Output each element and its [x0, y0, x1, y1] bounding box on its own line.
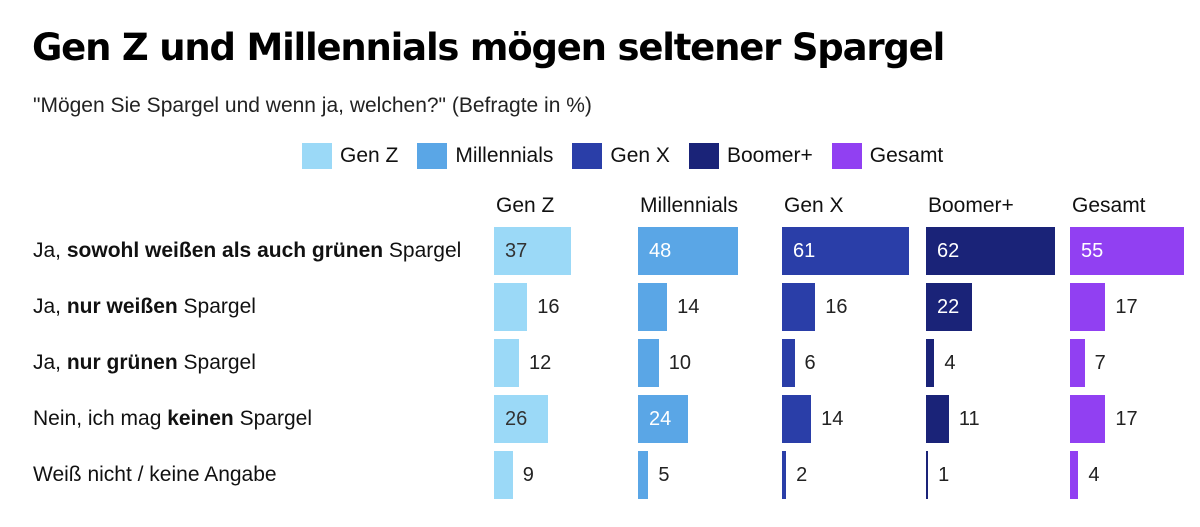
data-label: 5 — [658, 464, 670, 486]
bar-gesamt — [1070, 451, 1079, 499]
row-label-text: Spargel — [233, 407, 312, 430]
row-label-emphasis: keinen — [167, 407, 234, 430]
legend-label: Boomer+ — [726, 144, 813, 167]
bar-millennials — [638, 227, 738, 275]
bar-gen-z — [494, 395, 549, 443]
bar-gesamt — [1070, 227, 1185, 275]
legend: Gen Z Millennials Gen X Boomer+ Gesamt — [302, 143, 962, 169]
data-label: 26 — [505, 408, 528, 430]
data-label: 14 — [821, 408, 844, 430]
legend-swatch — [302, 143, 332, 169]
data-label: 16 — [537, 296, 560, 318]
legend-item-millennials: Millennials — [417, 143, 553, 169]
row-label-text: Ja, — [33, 351, 67, 374]
bar-boomer — [926, 227, 1055, 275]
data-label: 1 — [938, 464, 950, 486]
data-label: 16 — [825, 296, 848, 318]
column-header-gen-x: Gen X — [784, 194, 844, 217]
legend-swatch — [417, 143, 448, 169]
legend-item-gesamt: Gesamt — [831, 143, 944, 169]
bar-gesamt — [1070, 283, 1106, 331]
bar-millennials — [638, 395, 688, 443]
data-label: 48 — [649, 240, 672, 262]
bar-gesamt — [1070, 395, 1106, 443]
column-header-boomer: Boomer+ — [928, 194, 1014, 217]
bar-millennials — [638, 283, 668, 331]
bar-gen-z — [494, 339, 519, 387]
row-label: Nein, ich mag keinen Spargel — [33, 395, 312, 443]
data-label: 14 — [677, 296, 700, 318]
row-label-text: Spargel — [383, 239, 462, 262]
legend-swatch — [572, 143, 603, 169]
legend-label: Gen Z — [340, 144, 399, 167]
data-label: 17 — [1115, 296, 1138, 318]
legend-label: Gen X — [610, 144, 670, 167]
data-label: 11 — [958, 408, 980, 430]
bar-gen-x — [782, 451, 787, 499]
bar-gen-x — [782, 283, 816, 331]
data-label: 37 — [505, 240, 528, 262]
data-label: 12 — [528, 352, 552, 374]
row-label-text: Ja, — [33, 295, 67, 318]
data-label: 22 — [937, 296, 960, 318]
bar-boomer — [926, 339, 935, 387]
bar-gen-x — [782, 339, 795, 387]
row-label: Weiß nicht / keine Angabe — [33, 451, 277, 499]
row-label: Ja, nur grünen Spargel — [33, 339, 256, 387]
bar-gen-x — [782, 227, 909, 275]
column-header-gen-z: Gen Z — [496, 194, 555, 217]
row-label-emphasis: nur grünen — [66, 351, 178, 374]
chart-title: Gen Z und Millennials mögen seltener Spa… — [32, 26, 945, 69]
legend-swatch — [688, 143, 719, 169]
legend-label: Gesamt — [869, 144, 944, 167]
data-label: 7 — [1094, 352, 1106, 374]
row-label: Ja, sowohl weißen als auch grünen Sparge… — [33, 227, 461, 275]
chart-subtitle: "Mögen Sie Spargel und wenn ja, welchen?… — [33, 94, 592, 117]
data-label: 4 — [944, 352, 956, 374]
bar-gen-z — [494, 451, 513, 499]
legend-item-gen-x: Gen X — [572, 143, 670, 169]
data-label: 55 — [1081, 240, 1104, 262]
row-label-text: Weiß nicht / keine Angabe — [33, 463, 277, 486]
data-label: 6 — [804, 352, 816, 374]
bar-boomer — [926, 283, 972, 331]
bar-boomer — [926, 395, 949, 443]
column-header-millennials: Millennials — [640, 194, 739, 217]
data-label: 24 — [649, 408, 672, 430]
bar-millennials — [638, 451, 649, 499]
data-label: 4 — [1088, 464, 1100, 486]
legend-swatch — [831, 143, 862, 169]
row-label-emphasis: sowohl weißen als auch grünen — [66, 239, 384, 262]
legend-item-boomer: Boomer+ — [688, 143, 813, 169]
row-label-text: Spargel — [177, 295, 256, 318]
legend-label: Millennials — [455, 144, 554, 167]
row-label-text: Spargel — [177, 351, 256, 374]
data-label: 62 — [937, 240, 960, 262]
bar-boomer — [926, 451, 929, 499]
row-label-emphasis: nur weißen — [66, 295, 178, 318]
data-label: 9 — [522, 464, 534, 486]
bar-gen-x — [782, 395, 812, 443]
bar-gen-z — [494, 283, 528, 331]
row-label-text: Nein, ich mag — [33, 407, 168, 430]
column-header-gesamt: Gesamt — [1072, 194, 1146, 217]
bar-gen-z — [494, 227, 571, 275]
bar-gesamt — [1070, 339, 1085, 387]
legend-item-gen-z: Gen Z — [302, 143, 398, 169]
data-label: 2 — [796, 464, 808, 486]
bar-millennials — [638, 339, 659, 387]
row-label: Ja, nur weißen Spargel — [33, 283, 256, 331]
data-label: 17 — [1115, 408, 1138, 430]
data-label: 10 — [668, 352, 692, 374]
row-label-text: Ja, — [33, 239, 67, 262]
data-label: 61 — [793, 240, 816, 262]
